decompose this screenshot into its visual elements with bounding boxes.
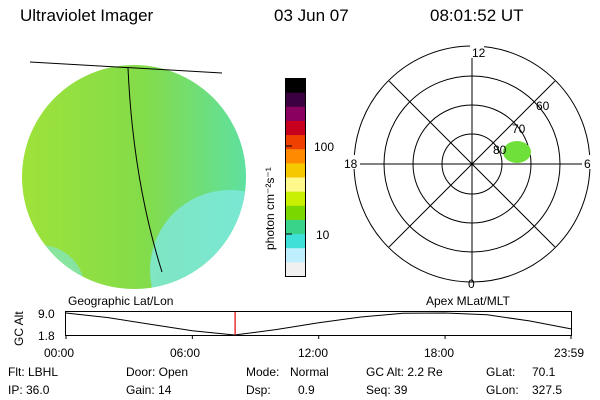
colorbar-swatch (286, 219, 305, 235)
polar-plot: 12 0 18 6 60 70 80 (342, 44, 596, 291)
gc-altitude-line (65, 312, 572, 336)
colorbar-swatch (286, 92, 305, 108)
dsp-label: Dsp: (246, 383, 271, 397)
glat-value: 70.1 (532, 365, 556, 379)
orbit-track-plot (65, 311, 572, 339)
instrument-title: Ultraviolet Imager (20, 6, 154, 25)
colorbar-swatch (286, 205, 305, 221)
dsp-value: 0.9 (298, 383, 315, 397)
glon-label: GLon: (486, 383, 519, 397)
x-tick-0600: 06:00 (170, 346, 201, 360)
colorbar-swatch (286, 163, 305, 179)
lat-label-80: 80 (493, 143, 507, 157)
seq-info: Seq: 39 (366, 383, 408, 397)
y-tick-1-8: 1.8 (38, 329, 55, 343)
earth-disk-image (22, 61, 246, 289)
x-tick-0000: 00:00 (44, 346, 75, 360)
glat-label: GLat: (486, 365, 516, 379)
terminator-line (127, 67, 163, 273)
ip-info: IP: 36.0 (8, 383, 50, 397)
lat-label-60: 60 (536, 99, 550, 113)
colorbar (285, 78, 306, 278)
observation-time: 08:01:52 UT (430, 6, 524, 25)
glon-value: 327.5 (532, 383, 563, 397)
mlt-label-6: 6 (584, 157, 591, 171)
x-tick-2359: 23:59 (554, 346, 585, 360)
colorbar-swatch (286, 177, 305, 193)
track-left-label: Geographic Lat/Lon (68, 294, 174, 308)
gc-alt-info: GC Alt: 2.2 Re (366, 365, 443, 379)
mlt-label-0: 0 (468, 277, 475, 291)
track-y-axis-label: GC Alt (12, 311, 26, 346)
colorbar-swatch (286, 106, 305, 122)
colorbar-swatch (286, 191, 305, 207)
observation-date: 03 Jun 07 (274, 6, 349, 25)
colorbar-swatch (286, 248, 305, 263)
y-tick-9: 9.0 (38, 307, 55, 321)
colorbar-swatch (286, 262, 305, 278)
colorbar-swatch (286, 120, 305, 136)
horizon-line (29, 61, 223, 74)
colorbar-swatch (286, 78, 305, 94)
mode-label: Mode: (246, 365, 280, 379)
lat-label-70: 70 (512, 122, 526, 136)
colorbar-swatch (286, 135, 305, 150)
colorbar-swatch (286, 149, 305, 164)
auroral-emission-blob (503, 141, 531, 163)
colorbar-unit-label: photon cm⁻²s⁻¹ (263, 167, 277, 250)
filter-info: Flt: LBHL (8, 365, 59, 379)
door-info: Door: Open (126, 365, 189, 379)
track-frame (65, 311, 572, 336)
colorbar-tick-100: 100 (314, 140, 335, 154)
mlt-label-12: 12 (472, 46, 486, 60)
track-right-label: Apex MLat/MLT (426, 294, 510, 308)
mlt-label-18: 18 (344, 157, 358, 171)
x-tick-1800: 18:00 (424, 346, 455, 360)
gain-info: Gain: 14 (126, 383, 172, 397)
x-tick-1200: 12:00 (298, 346, 329, 360)
colorbar-tick-10: 10 (316, 228, 330, 242)
mode-value: Normal (290, 365, 329, 379)
colorbar-swatch (286, 234, 305, 249)
